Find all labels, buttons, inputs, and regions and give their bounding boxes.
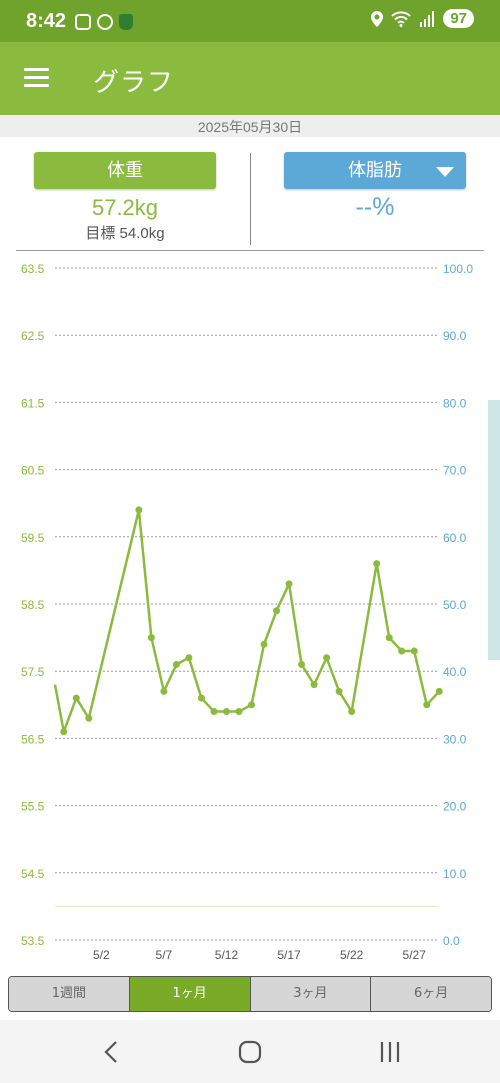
dropdown-caret-icon	[436, 167, 454, 177]
y-right-tick-label: 30.0	[443, 732, 467, 746]
y-right-tick-label: 70.0	[443, 464, 467, 478]
y-right-tick-label: 90.0	[443, 329, 467, 343]
data-point	[235, 708, 243, 716]
y-right-tick-label: 60.0	[443, 531, 467, 545]
y-right-tick-label: 40.0	[443, 665, 467, 679]
scroll-indicator[interactable]	[488, 400, 500, 660]
data-point	[172, 660, 180, 668]
y-right-tick-label: 10.0	[443, 867, 467, 881]
y-left-tick-label: 59.5	[21, 531, 45, 545]
wifi-icon	[391, 10, 412, 27]
y-left-tick-label: 58.5	[21, 598, 45, 612]
y-right-tick-label: 0.0	[443, 934, 460, 948]
back-icon[interactable]	[90, 1034, 130, 1070]
x-tick-label: 5/17	[277, 948, 301, 962]
y-left-tick-label: 62.5	[21, 329, 45, 343]
weight-chart[interactable]: 63.5 100.0 62.5 90.0 61.5 80.0 60.5 70.0 59.5 60.…	[0, 255, 500, 967]
data-point	[135, 506, 143, 514]
y-left-tick-label: 56.5	[21, 732, 45, 746]
x-tick-label: 5/2	[93, 948, 110, 962]
navigation-bar	[0, 1020, 500, 1083]
weight-button[interactable]: 体重	[34, 152, 216, 189]
y-left-tick-label: 53.5	[21, 934, 45, 948]
data-point	[323, 654, 331, 662]
battery-indicator: 97	[443, 9, 474, 28]
period-tab-2[interactable]: 3ヶ月	[250, 977, 372, 1011]
x-tick-label: 5/7	[156, 948, 173, 962]
weight-panel: 体重 57.2kg 目標 54.0kg	[34, 152, 216, 243]
bodyfat-dropdown[interactable]: 体脂肪	[284, 152, 466, 189]
data-point	[373, 560, 381, 568]
data-point	[273, 607, 281, 615]
data-point	[72, 694, 80, 702]
y-left-tick-label: 61.5	[21, 396, 45, 410]
bodyfat-panel: 体脂肪 --%	[284, 152, 466, 222]
home-icon[interactable]	[230, 1034, 270, 1070]
data-point	[248, 701, 256, 709]
status-time: 8:42	[26, 10, 67, 32]
data-point	[260, 640, 268, 648]
data-point	[60, 728, 68, 736]
data-point	[310, 681, 318, 689]
data-point	[222, 708, 230, 716]
data-point	[210, 708, 218, 716]
y-right-tick-label: 80.0	[443, 396, 467, 410]
bodyfat-label: 体脂肪	[348, 160, 402, 181]
data-point	[298, 660, 306, 668]
data-point	[185, 654, 193, 662]
date-label: 2025年05月30日	[0, 115, 500, 137]
y-right-tick-label: 20.0	[443, 800, 467, 814]
bodyfat-value: --%	[355, 193, 395, 221]
data-point	[160, 687, 168, 695]
data-point	[335, 687, 343, 695]
data-point	[147, 634, 155, 642]
y-left-tick-label: 57.5	[21, 665, 45, 679]
data-point	[197, 694, 205, 702]
data-point	[435, 687, 443, 695]
recent-apps-icon[interactable]	[370, 1034, 410, 1070]
data-point	[423, 701, 431, 709]
period-tab-1[interactable]: 1ヶ月	[129, 977, 251, 1011]
weight-series-line	[53, 508, 441, 733]
x-tick-label: 5/12	[215, 948, 239, 962]
data-point	[348, 708, 356, 716]
y-left-tick-label: 63.5	[21, 262, 45, 276]
section-divider	[16, 250, 484, 251]
x-tick-label: 5/27	[403, 948, 427, 962]
signal-icon	[420, 10, 435, 27]
status-bar: 8:42 97	[0, 0, 500, 42]
app-notification-icon	[119, 14, 133, 30]
period-tab-3[interactable]: 6ヶ月	[371, 977, 491, 1011]
data-point	[410, 647, 418, 655]
period-selector: 1週間 1ヶ月 3ヶ月 6ヶ月	[8, 976, 492, 1012]
weight-value: 57.2kg	[91, 195, 159, 220]
data-point	[398, 647, 406, 655]
x-tick-label: 5/22	[340, 948, 364, 962]
y-left-tick-label: 55.5	[21, 800, 45, 814]
location-icon	[371, 10, 384, 27]
weight-target: 目標 54.0kg	[85, 225, 165, 242]
notification-icons	[75, 14, 133, 30]
y-right-tick-label: 100.0	[443, 262, 473, 276]
data-point	[85, 714, 93, 722]
panel-divider	[250, 153, 251, 245]
y-right-tick-label: 50.0	[443, 598, 467, 612]
page-title: グラフ	[93, 68, 175, 98]
screenshot-icon	[75, 14, 91, 30]
y-left-tick-label: 54.5	[21, 867, 45, 881]
period-tab-0[interactable]: 1週間	[9, 977, 130, 1011]
data-point	[385, 634, 393, 642]
y-left-tick-label: 60.5	[21, 464, 45, 478]
hamburger-menu-icon[interactable]	[24, 68, 49, 88]
data-point	[285, 580, 293, 588]
app-bar: グラフ	[0, 42, 500, 115]
alarm-icon	[97, 14, 113, 30]
system-icons: 97	[371, 9, 474, 28]
